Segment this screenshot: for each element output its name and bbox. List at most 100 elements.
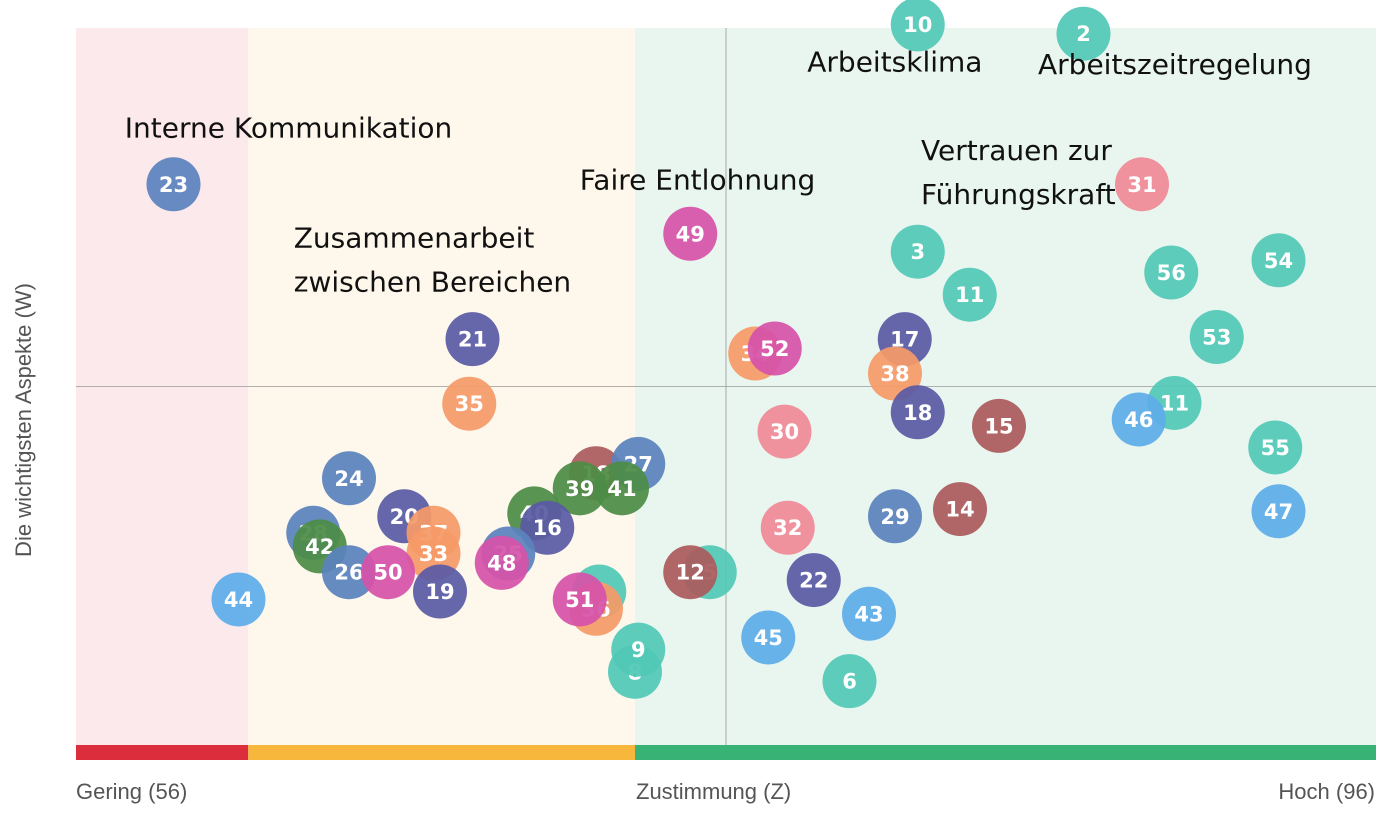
bubble-15: 15 [972,398,1026,453]
annotation-5: Zusammenarbeit zwischen Bereichen [294,221,571,298]
bubble-label: 52 [760,337,789,361]
bubble-circle [611,622,666,677]
bubble-label: 30 [770,420,799,444]
bubble-label: 50 [373,561,402,585]
bubble-label: 18 [903,401,932,425]
bubble-circle [1251,233,1306,288]
bubble-14: 14 [933,482,987,537]
bubble-label: 11 [955,283,984,307]
bubble-48: 48 [474,535,529,590]
bubble-3: 3 [890,224,945,279]
bubble-label: 26 [334,561,363,585]
bubble-19: 19 [413,564,467,619]
bubble-39: 39 [552,461,607,516]
bubble-circle [1251,484,1306,539]
bubble-label: 11 [1160,391,1189,415]
bubble-label: 31 [1127,173,1156,197]
data-points: 2310231493545611532117345238351811461530… [146,0,1306,709]
bubble-label: 44 [224,588,253,612]
bubble-circle [760,500,815,555]
bubble-22: 22 [786,553,841,608]
bubble-55: 55 [1248,420,1303,475]
zone-color-band [76,745,1376,760]
annotation-0: Interne Kommunikation [125,112,453,145]
bubble-label: 6 [842,670,857,694]
bubble-circle [972,398,1026,453]
bubble-label: 23 [159,173,188,197]
y-axis-label: Die wichtigsten Aspekte (W) [11,283,36,557]
bubble-54: 54 [1251,233,1306,288]
bubble-label: 55 [1261,436,1290,460]
bubble-47: 47 [1251,484,1306,539]
bubble-circle [413,564,467,619]
bubble-label: 33 [419,542,448,566]
x-tick-high: Hoch (96) [1278,779,1375,804]
bubble-circle [322,545,376,600]
bubble-24: 24 [322,451,376,506]
bubble-circle [552,572,607,627]
bubble-circle [361,545,415,600]
bubble-circle [322,451,376,506]
bubble-49: 49 [663,206,718,261]
bubble-circle [146,157,201,212]
bubble-circle [442,376,497,431]
bubble-35: 35 [442,376,497,431]
bubble-21: 21 [445,312,500,367]
bubble-label: 24 [334,467,363,491]
bubble-circle [1248,420,1303,475]
bubble-56: 56 [1144,245,1199,300]
bubble-45: 45 [741,610,796,665]
bubble-circle [663,206,718,261]
bubble-6: 6 [822,654,877,709]
bubble-label: 32 [773,516,802,540]
bubble-51: 51 [552,572,607,627]
bubble-26: 26 [322,545,376,600]
bubble-circle [933,482,987,537]
bubble-circle [474,535,529,590]
bubble-circle [1189,310,1244,365]
bubble-label: 41 [607,477,636,501]
bubble-43: 43 [842,586,896,641]
bubble-label: 54 [1264,249,1293,273]
bubble-32: 32 [760,500,815,555]
bubble-label: 2 [1076,22,1091,46]
zone-band-1 [248,745,635,760]
bubble-16: 16 [520,500,575,555]
bubble-label: 12 [676,561,705,585]
bubble-circle [1111,392,1166,447]
bubble-11: 11 [942,267,997,322]
bubble-label: 3 [910,240,925,264]
bubble-circle [445,312,500,367]
bubble-circle [842,586,896,641]
bubble-label: 53 [1202,326,1231,350]
bubble-circle [1115,157,1169,212]
bubble-label: 49 [676,222,705,246]
annotation-2: Arbeitszeitregelung [1038,48,1312,81]
annotation-3: Faire Entlohnung [580,163,816,196]
x-tick-low: Gering (56) [76,779,187,804]
bubble-label: 56 [1157,261,1186,285]
bubble-circle [1144,245,1199,300]
bubble-50: 50 [361,545,415,600]
bubble-9: 9 [611,622,666,677]
bubble-31: 31 [1115,157,1169,212]
annotation-1: Arbeitsklima [807,46,982,79]
annotation-4: Vertrauen zur Führungskraft [921,134,1116,211]
bubble-18: 18 [890,385,945,440]
bubble-30: 30 [757,404,812,459]
bubble-44: 44 [211,572,266,627]
bubble-circle [552,461,607,516]
bubble-label: 43 [854,602,883,626]
bubble-label: 19 [425,580,454,604]
annotations: Interne Kommunikation Arbeitsklima Arbeits… [125,46,1312,299]
bubble-circle [890,385,945,440]
bubble-circle [747,321,802,376]
bubble-label: 51 [565,588,594,612]
bubble-circle [890,224,945,279]
bubble-label: 39 [565,477,594,501]
bubble-circle [757,404,812,459]
bubble-label: 15 [984,414,1013,438]
bubble-52: 52 [747,321,802,376]
bubble-label: 22 [799,569,828,593]
